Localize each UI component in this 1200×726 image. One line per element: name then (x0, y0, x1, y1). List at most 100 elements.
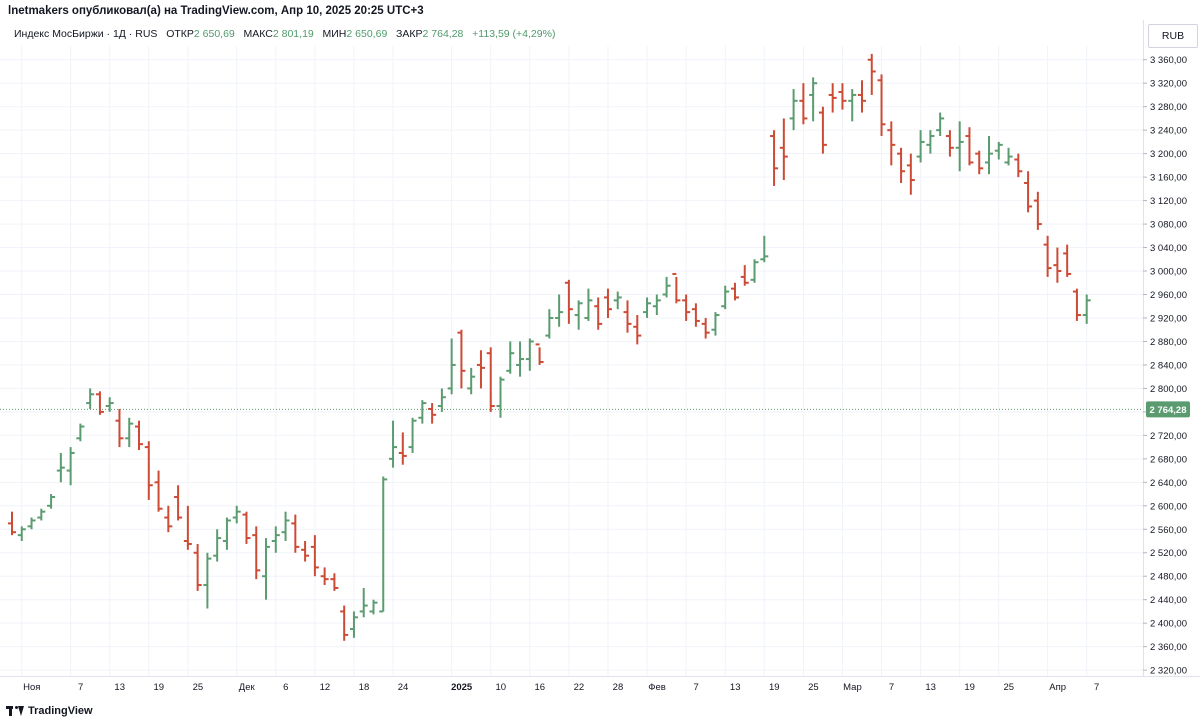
ohlc-bar (174, 485, 183, 521)
price-tick-label: 2 880,00 (1150, 337, 1187, 348)
ohlc-bar (828, 83, 837, 113)
ohlc-bar (369, 599, 378, 615)
price-tick-label: 2 600,00 (1150, 501, 1187, 512)
time-tick-label: 25 (808, 682, 819, 693)
price-tick-label: 2 720,00 (1150, 431, 1187, 442)
ohlc-bar (594, 297, 603, 330)
time-tick-label: 19 (964, 682, 975, 693)
time-tick-label: 28 (613, 682, 624, 693)
time-tick-label: 25 (193, 682, 204, 693)
ohlc-bar (711, 312, 720, 336)
time-tick-label: 24 (398, 682, 409, 693)
ohlc-bar (144, 441, 153, 500)
ohlc-bar (95, 391, 104, 415)
time-tick-label: Дек (239, 682, 256, 693)
ohlc-bar (154, 470, 163, 512)
ohlc-bar (887, 121, 896, 166)
ohlc-bar (506, 341, 515, 374)
ohlc-bar (232, 505, 241, 524)
price-tick-label: 3 040,00 (1150, 243, 1187, 254)
time-tick-label: 25 (1003, 682, 1014, 693)
price-tick-label: 2 640,00 (1150, 478, 1187, 489)
ohlc-bar (897, 147, 906, 183)
ohlc-bar (193, 543, 202, 591)
time-tick-label: 7 (78, 682, 83, 693)
ohlc-bar (125, 417, 134, 448)
price-axis: 2 320,00 2 360,00 2 400,00 2 440,00 2 480,00… (1143, 20, 1200, 677)
ohlc-bar (770, 130, 779, 186)
ohlc-bar (633, 315, 642, 345)
ohlc-bar (262, 538, 271, 600)
ohlc-bar (525, 338, 534, 371)
ohlc-bar (643, 297, 652, 318)
ohlc-bar (486, 347, 495, 412)
time-tick-label: Апр (1049, 682, 1066, 693)
price-tick-label: 3 240,00 (1150, 126, 1187, 137)
low-label: МИН (322, 28, 347, 40)
tradingview-footer: TradingView (6, 705, 93, 717)
time-tick-label: Фев (648, 682, 666, 693)
ohlc-bar (310, 535, 319, 577)
time-tick-label: 7 (693, 682, 698, 693)
ohlc-bar (476, 350, 485, 389)
tradingview-brand: TradingView (28, 705, 93, 717)
ohlc-bar (115, 408, 124, 448)
time-tick-label: 7 (889, 682, 894, 693)
ohlc-bar (340, 605, 349, 641)
change-value: +113,59 (+4,29%) (472, 28, 556, 40)
ohlc-bar (789, 89, 798, 131)
time-tick-label: 13 (114, 682, 125, 693)
time-tick-label: 18 (359, 682, 370, 693)
ohlc-bar (496, 376, 505, 418)
ohlc-bar (682, 294, 691, 321)
chart-grid (0, 46, 1143, 676)
ohlc-bar (857, 80, 866, 113)
ohlc-bar (623, 300, 632, 333)
ohlc-bar (183, 505, 192, 550)
ohlc-bar (848, 89, 857, 122)
tradingview-logo-icon (6, 706, 24, 716)
ohlc-bar (867, 53, 876, 95)
time-tick-label: 7 (1094, 682, 1099, 693)
ohlc-bar (877, 74, 886, 137)
ohlc-bar (603, 288, 612, 318)
ohlc-bar (447, 338, 456, 395)
ohlc-bar (1063, 244, 1072, 277)
ohlc-bar (86, 388, 95, 409)
ohlc-bar (252, 526, 261, 580)
currency-button[interactable]: RUB (1148, 24, 1198, 48)
time-tick-label: 12 (320, 682, 331, 693)
last-price-badge (1146, 401, 1190, 418)
ohlc-bar (906, 153, 915, 195)
price-tick-label: 3 200,00 (1150, 149, 1187, 160)
price-tick-label: 3 360,00 (1150, 55, 1187, 66)
time-tick-label: 22 (574, 682, 585, 693)
ohlc-bar (66, 447, 75, 486)
ohlc-bar (750, 259, 759, 283)
open-label: ОТКР (166, 28, 194, 40)
time-tick-label: 13 (730, 682, 741, 693)
price-tick-label: 2 400,00 (1150, 619, 1187, 630)
ohlc-bar (76, 423, 85, 442)
ohlc-bars (8, 53, 1091, 641)
ohlc-bar (613, 291, 622, 310)
ohlc-bar (1004, 147, 1013, 166)
open-value: 2 650,69 (193, 28, 235, 40)
price-tick-label: 2 800,00 (1150, 384, 1187, 395)
ohlc-bar (242, 511, 251, 544)
ohlc-bar (17, 526, 26, 542)
ohlc-bar (965, 127, 974, 166)
ohlc-bar (985, 136, 993, 175)
time-axis: Ноя 7 13 19 25 Дек 6 12 18 24 2025 10 16 22 28 Фев 7 13 19… (0, 676, 1200, 693)
ohlc-bar (408, 417, 417, 453)
ohlc-bar (994, 141, 1003, 160)
ohlc-bar (467, 367, 476, 395)
ohlc-bar (779, 118, 788, 181)
price-tick-label: 2 840,00 (1150, 360, 1187, 371)
ohlc-bar (418, 400, 427, 424)
ohlc-bar (398, 432, 407, 465)
publisher-line: lnetmakers опубликовал(а) на TradingView… (8, 5, 424, 17)
ohlc-bar (564, 279, 573, 324)
ohlc-bar (662, 276, 671, 298)
